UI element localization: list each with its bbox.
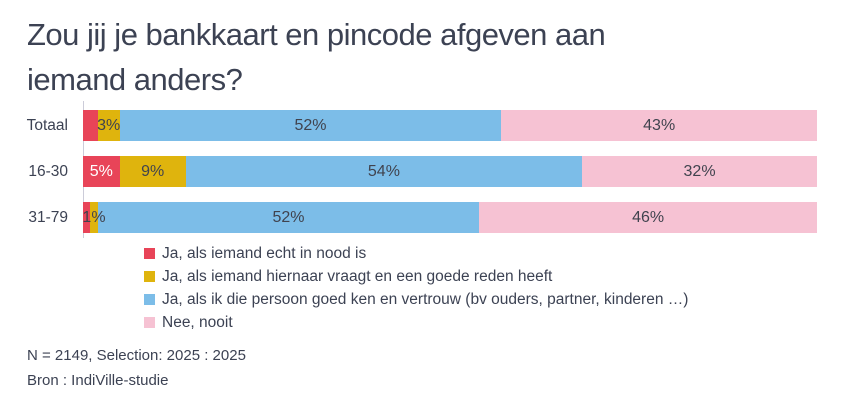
legend-label: Ja, als iemand hiernaar vraagt en een go… xyxy=(162,267,553,285)
bar-segment-31-79-vertrouw[interactable]: 52% xyxy=(97,202,480,233)
bar-segment-value: 32% xyxy=(683,162,716,180)
bar-segment-value: 46% xyxy=(632,208,665,226)
bar-segment-value: 9% xyxy=(141,162,165,180)
bar-segment-totaal-nood[interactable] xyxy=(83,110,98,141)
bar-segment-16-30-vertrouw[interactable]: 54% xyxy=(185,156,583,187)
category-label-totaal: Totaal xyxy=(26,116,68,134)
bar-segment-31-79-nood[interactable] xyxy=(83,202,91,233)
category-label-31-79: 31-79 xyxy=(28,208,68,226)
source-note: Bron : IndiVille-studie xyxy=(27,372,169,389)
bar-segment-value: 5% xyxy=(89,162,113,180)
legend-label: Ja, als ik die persoon goed ken en vertr… xyxy=(162,290,689,308)
bar-segment-16-30-nee-nooit[interactable]: 32% xyxy=(582,156,817,187)
bar-segment-value: 52% xyxy=(294,116,327,134)
chart-title-line-1: Zou jij je bankkaart en pincode afgeven … xyxy=(27,17,606,52)
legend-swatch-blue xyxy=(144,294,155,305)
sample-note: N = 2149, Selection: 2025 : 2025 xyxy=(27,347,246,364)
bar-row-31-79: 31-79 1% 52% 46% xyxy=(0,202,842,233)
bar-segment-value: 54% xyxy=(367,162,400,180)
bar-segment-value: 1% xyxy=(82,208,106,226)
stacked-bar-31-79: 1% 52% 46% xyxy=(82,202,817,233)
bar-segment-totaal-vertrouw[interactable]: 52% xyxy=(119,110,502,141)
category-label-16-30: 16-30 xyxy=(28,162,68,180)
bar-segment-value: 3% xyxy=(97,116,121,134)
legend-item-vertrouw[interactable]: Ja, als ik die persoon goed ken en vertr… xyxy=(144,288,688,311)
legend-label: Ja, als iemand echt in nood is xyxy=(162,244,367,262)
legend-swatch-yellow xyxy=(144,271,155,282)
legend-item-nee-nooit[interactable]: Nee, nooit xyxy=(144,311,688,334)
bar-row-16-30: 16-30 5% 9% 54% 32% xyxy=(0,156,842,187)
legend-label: Nee, nooit xyxy=(162,313,233,331)
bar-segment-16-30-goede-reden[interactable]: 9% xyxy=(119,156,186,187)
bar-row-totaal: Totaal 3% 52% 43% xyxy=(0,110,842,141)
bar-segment-31-79-goede-reden[interactable]: 1% xyxy=(82,202,106,233)
bar-segment-totaal-goede-reden[interactable]: 3% xyxy=(97,110,121,141)
bar-segment-16-30-nood[interactable]: 5% xyxy=(83,156,120,187)
stacked-bar-totaal: 3% 52% 43% xyxy=(83,110,817,141)
legend: Ja, als iemand echt in nood is Ja, als i… xyxy=(144,242,688,334)
legend-item-nood[interactable]: Ja, als iemand echt in nood is xyxy=(144,242,688,265)
chart-title: Zou jij je bankkaart en pincode afgeven … xyxy=(27,12,807,102)
footer-notes: N = 2149, Selection: 2025 : 2025 Bron : … xyxy=(27,343,246,393)
plot-area: Totaal 3% 52% 43% 16-30 5% 9% 54% 32% 31… xyxy=(0,110,842,248)
bar-segment-31-79-nee-nooit[interactable]: 46% xyxy=(479,202,817,233)
bar-segment-value: 43% xyxy=(643,116,676,134)
bar-segment-totaal-nee-nooit[interactable]: 43% xyxy=(501,110,817,141)
legend-item-goede-reden[interactable]: Ja, als iemand hiernaar vraagt en een go… xyxy=(144,265,688,288)
legend-swatch-red xyxy=(144,248,155,259)
bar-segment-value: 52% xyxy=(272,208,305,226)
legend-swatch-pink xyxy=(144,317,155,328)
chart-title-line-2: iemand anders? xyxy=(27,62,243,97)
stacked-bar-16-30: 5% 9% 54% 32% xyxy=(83,156,817,187)
